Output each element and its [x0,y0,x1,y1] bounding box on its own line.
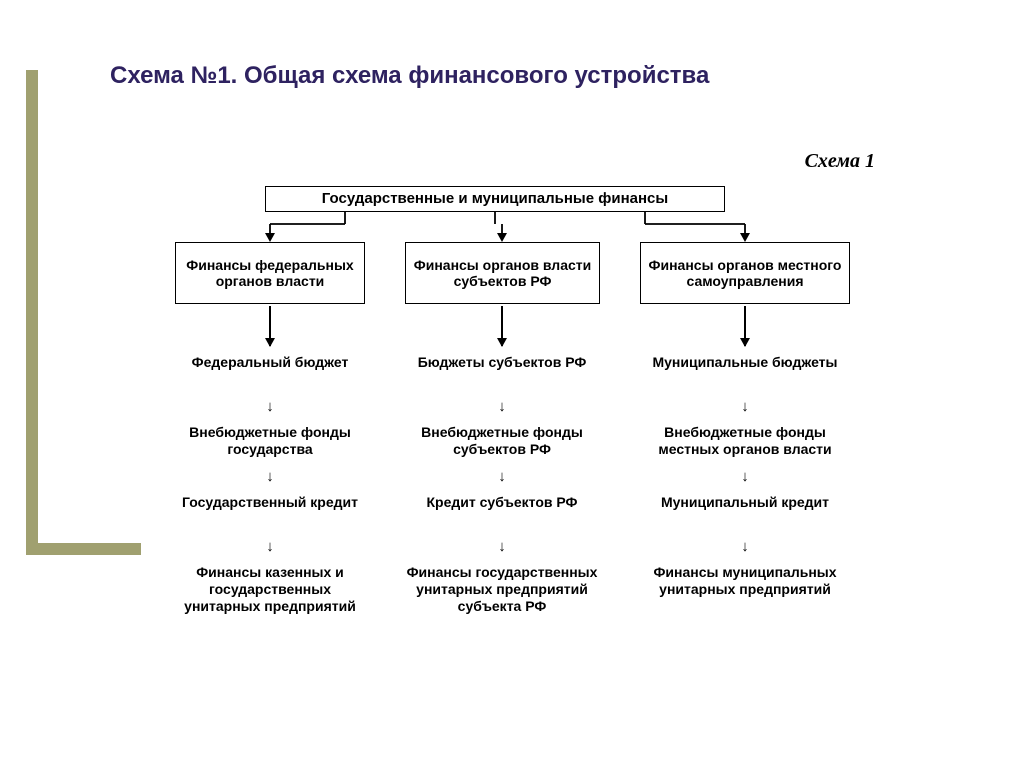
page-title: Схема №1. Общая схема финансового устрой… [110,62,709,90]
branch-to-items-arrow-2 [744,306,746,346]
item-1-3: Финансы государственных унитарных предпр… [402,564,602,614]
down-arrow-icon: ↓ [262,468,278,485]
item-0-0: Федеральный бюджет [170,354,370,371]
down-arrow-icon: ↓ [262,538,278,555]
down-arrow-icon: ↓ [737,538,753,555]
item-0-1: Внебюджетные фонды государства [170,424,370,458]
item-1-2: Кредит субъектов РФ [402,494,602,511]
diagram-corner-label: Схема 1 [805,150,875,173]
accent-horizontal-stripe [26,543,141,555]
down-arrow-icon: ↓ [494,398,510,415]
item-0-3: Финансы казенных и государственных унита… [170,564,370,614]
accent-vertical-stripe [26,70,38,554]
root-box: Государственные и муниципальные финансы [265,186,725,212]
branch-box-2: Финансы органов местного самоуправления [640,242,850,304]
down-arrow-icon: ↓ [262,398,278,415]
down-arrow-icon: ↓ [737,468,753,485]
branch-to-items-arrow-0 [269,306,271,346]
item-0-2: Государственный кредит [170,494,370,511]
branch-box-0: Финансы федеральных органов власти [175,242,365,304]
item-2-2: Муниципальный кредит [645,494,845,511]
item-1-0: Бюджеты субъектов РФ [402,354,602,371]
item-2-1: Внебюджетные фонды местных органов власт… [645,424,845,458]
diagram-area: Схема 1 Государственные и муниципальные … [145,150,885,710]
down-arrow-icon: ↓ [494,468,510,485]
down-arrow-icon: ↓ [737,398,753,415]
branch-to-items-arrow-1 [501,306,503,346]
item-1-1: Внебюджетные фонды субъектов РФ [402,424,602,458]
item-2-3: Финансы муниципальных унитарных предприя… [645,564,845,598]
down-arrow-icon: ↓ [494,538,510,555]
item-2-0: Муниципальные бюджеты [645,354,845,371]
branch-box-1: Финансы органов власти субъектов РФ [405,242,600,304]
